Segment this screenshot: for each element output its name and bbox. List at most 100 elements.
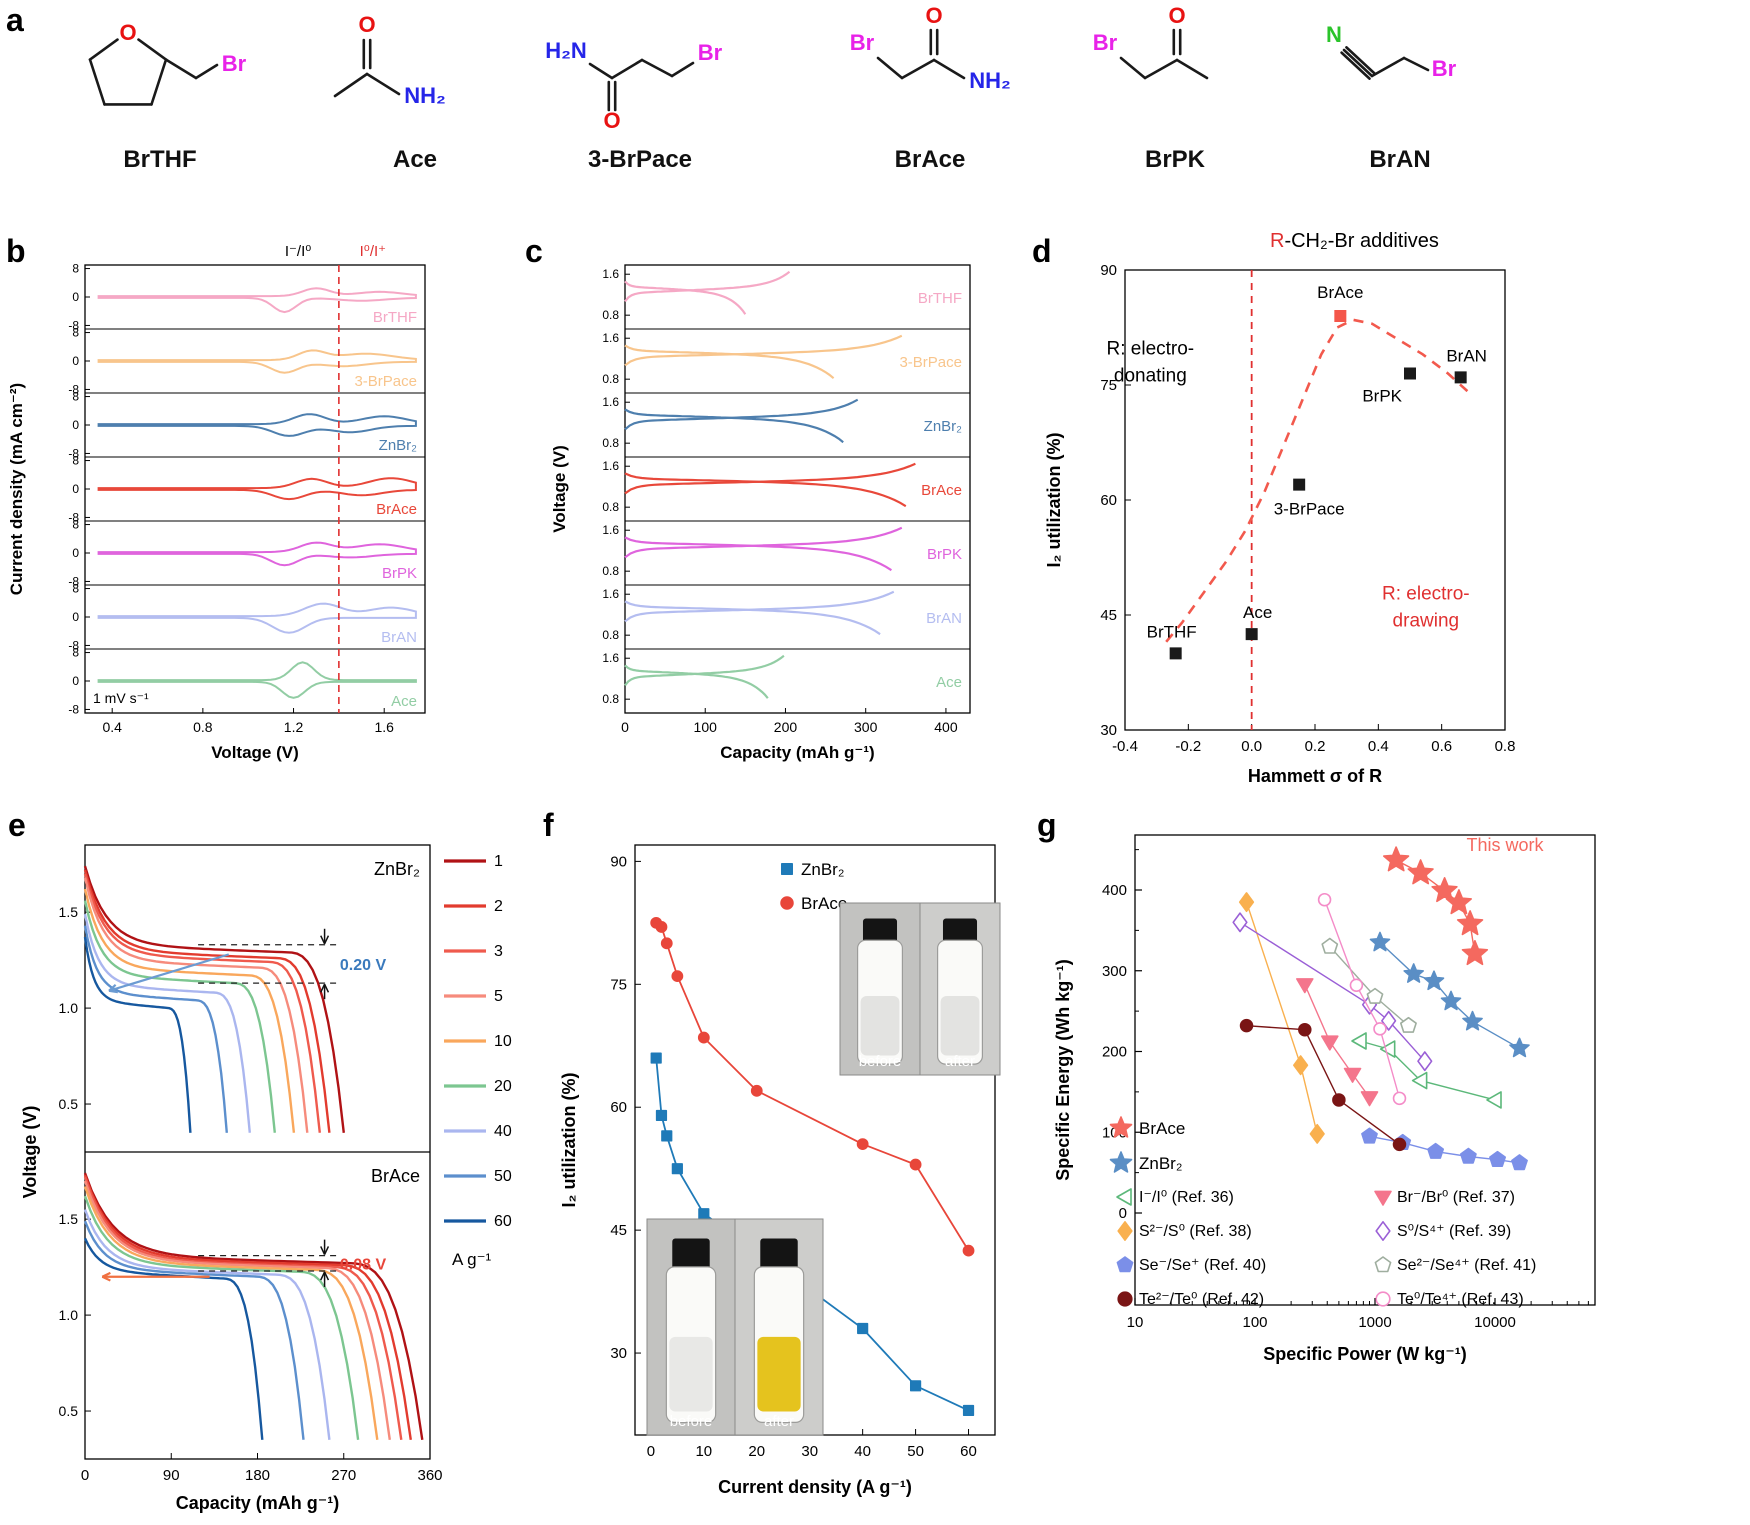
svg-text:Te⁰/Te⁴⁺ (Ref. 43): Te⁰/Te⁴⁺ (Ref. 43)	[1397, 1291, 1524, 1308]
cv-series-BrPK	[97, 541, 417, 567]
svg-text:0.4: 0.4	[102, 719, 122, 735]
svg-text:0: 0	[1119, 1205, 1127, 1222]
svg-text:ZnBr₂: ZnBr₂	[801, 860, 844, 879]
svg-text:0.8: 0.8	[602, 500, 619, 514]
svg-text:before: before	[859, 1053, 902, 1070]
series-Te²⁻/Te⁰	[1239, 1018, 1407, 1152]
panel-d: d R-CH₂-Br additives -0.4 -0.2 0.0 0.2 0.4 0.6…	[1010, 225, 1580, 800]
svg-text:40: 40	[854, 1443, 871, 1460]
hammett-chart: R-CH₂-Br additives -0.4 -0.2 0.0 0.2 0.4 0.6 0.…	[1044, 230, 1515, 786]
svg-text:-0.4: -0.4	[1112, 738, 1138, 755]
rate-curve-BrAce-2	[83, 1174, 412, 1440]
svg-text:BrPK: BrPK	[927, 546, 962, 563]
svg-text:-8: -8	[68, 446, 79, 460]
svg-text:BrTHF: BrTHF	[1147, 622, 1197, 641]
svg-text:0.8: 0.8	[193, 719, 213, 735]
gcd-series-BrPK	[624, 526, 903, 572]
svg-text:1.6: 1.6	[602, 651, 619, 665]
gcd-series-BrTHF	[624, 270, 791, 315]
gcd-series-3-BrPace	[624, 334, 903, 380]
svg-text:0.8: 0.8	[1495, 738, 1516, 755]
svg-text:Br: Br	[698, 40, 723, 65]
svg-text:1000: 1000	[1358, 1314, 1391, 1331]
svg-text:O: O	[358, 12, 375, 37]
gcd-series-ZnBr₂	[624, 398, 859, 444]
svg-text:5: 5	[494, 988, 503, 1005]
svg-text:BrTHF: BrTHF	[918, 290, 962, 307]
svg-text:BrAce: BrAce	[1139, 1119, 1185, 1138]
rate-capability-chart: 0.5 1.0 1.5 ZnBr₂ 0.20 V 0.5 1.0 1.5 BrAce 0.08 V…	[20, 844, 512, 1513]
svg-text:60: 60	[610, 1099, 627, 1116]
svg-text:Specific Power (W kg⁻¹): Specific Power (W kg⁻¹)	[1263, 1344, 1467, 1364]
svg-text:BrAce: BrAce	[1317, 283, 1363, 302]
ragone-legend: BrAce ZnBr₂ I⁻/I⁰ (Ref. 36) S²⁻/S⁰ (Ref. 38…	[1109, 1116, 1536, 1308]
panel-c: c 1.6 0.8 BrTHF 1.6 0.8 3-BrPace 1.6 0.8 ZnBr₂ 1.…	[505, 225, 1010, 800]
cv-chart: 8 0 -8 BrTHF 8 0 -8 3-BrPace 8 0 -8 ZnBr₂ 8 0 -8 BrAce 8…	[7, 243, 426, 762]
data-point-BrAN: BrAN	[1446, 346, 1487, 384]
svg-text:BrAN: BrAN	[1446, 346, 1487, 365]
svg-text:1 mV s⁻¹: 1 mV s⁻¹	[93, 690, 149, 706]
rate-curve-ZnBr₂-2	[83, 869, 331, 1133]
svg-text:BrAN: BrAN	[926, 610, 962, 627]
svg-text:ZnBr₂: ZnBr₂	[924, 418, 963, 435]
svg-text:360: 360	[417, 1467, 442, 1484]
svg-text:S²⁻/S⁰ (Ref. 38): S²⁻/S⁰ (Ref. 38)	[1139, 1223, 1252, 1240]
svg-text:0: 0	[72, 354, 79, 368]
svg-text:90: 90	[610, 853, 627, 870]
svg-text:R: electro-: R: electro-	[1107, 338, 1195, 359]
svg-text:-8: -8	[68, 510, 79, 524]
svg-text:ZnBr₂: ZnBr₂	[374, 859, 420, 879]
svg-text:Se²⁻/Se⁴⁺ (Ref. 41): Se²⁻/Se⁴⁺ (Ref. 41)	[1397, 1257, 1536, 1274]
svg-text:before: before	[670, 1413, 713, 1430]
svg-text:40: 40	[494, 1123, 512, 1140]
molecule-name-ace: Ace	[392, 146, 438, 173]
svg-text:1.6: 1.6	[602, 267, 619, 281]
svg-text:BrAce: BrAce	[921, 482, 962, 499]
svg-text:0: 0	[72, 546, 79, 560]
data-point-BrAce: BrAce	[1317, 283, 1363, 322]
rate-curve-ZnBr₂-50	[83, 925, 228, 1133]
cv-plot: 8 0 -8 BrTHF 8 0 -8 3-BrPace 8 0 -8 ZnBr₂ 8 0 -8 BrAce 8…	[7, 243, 426, 762]
svg-text:90: 90	[1100, 262, 1117, 279]
svg-text:50: 50	[907, 1443, 924, 1460]
svg-text:0.8: 0.8	[602, 436, 619, 450]
svg-text:Capacity (mAh g⁻¹): Capacity (mAh g⁻¹)	[176, 1493, 340, 1513]
molecule-structure-brace-drawing: Br O NH₂	[850, 6, 1011, 93]
svg-text:A g⁻¹: A g⁻¹	[452, 1250, 492, 1269]
svg-text:ZnBr₂: ZnBr₂	[379, 437, 418, 454]
svg-text:300: 300	[854, 719, 878, 735]
svg-text:BrAce: BrAce	[371, 1166, 420, 1186]
panel-label-e: e	[8, 807, 26, 843]
molecule-bran: N Br BrAN	[1285, 6, 1515, 174]
svg-text:Br: Br	[850, 30, 875, 55]
svg-text:Se⁻/Se⁺ (Ref. 40): Se⁻/Se⁺ (Ref. 40)	[1139, 1257, 1266, 1274]
svg-text:0: 0	[647, 1443, 655, 1460]
panel-label-b: b	[6, 233, 26, 269]
rate-curve-BrAce-50	[83, 1220, 305, 1440]
data-point-3-BrPace: 3-BrPace	[1274, 478, 1345, 519]
gcd-plot: 1.6 0.8 BrTHF 1.6 0.8 3-BrPace 1.6 0.8 ZnBr₂ 1.6 0…	[550, 264, 971, 762]
svg-text:R-CH₂-Br additives: R-CH₂-Br additives	[1270, 230, 1439, 252]
svg-text:after: after	[764, 1413, 794, 1430]
svg-text:1.6: 1.6	[602, 459, 619, 473]
svg-text:1.0: 1.0	[59, 1307, 79, 1323]
molecule-name-brpk: BrPK	[1144, 146, 1205, 173]
svg-text:45: 45	[1100, 607, 1117, 624]
svg-text:1.6: 1.6	[602, 395, 619, 409]
hammett-plot: R-CH₂-Br additives -0.4 -0.2 0.0 0.2 0.4 0.6 0.…	[1044, 230, 1515, 786]
svg-text:Br: Br	[1432, 56, 1457, 81]
svg-text:0.5: 0.5	[59, 1096, 79, 1112]
svg-text:30: 30	[1100, 722, 1117, 739]
svg-text:8: 8	[72, 518, 79, 532]
svg-text:90: 90	[163, 1467, 180, 1484]
svg-text:0: 0	[72, 674, 79, 688]
svg-text:NH₂: NH₂	[404, 83, 446, 108]
svg-text:Te²⁻/Te⁰ (Ref. 42): Te²⁻/Te⁰ (Ref. 42)	[1139, 1291, 1264, 1308]
svg-text:1.5: 1.5	[59, 904, 79, 920]
svg-text:60: 60	[960, 1443, 977, 1460]
svg-text:200: 200	[1102, 1044, 1127, 1061]
svg-text:0: 0	[72, 290, 79, 304]
series-Te⁰/Te⁴⁺	[1317, 892, 1407, 1106]
rate-curve-BrAce-10	[83, 1186, 379, 1440]
